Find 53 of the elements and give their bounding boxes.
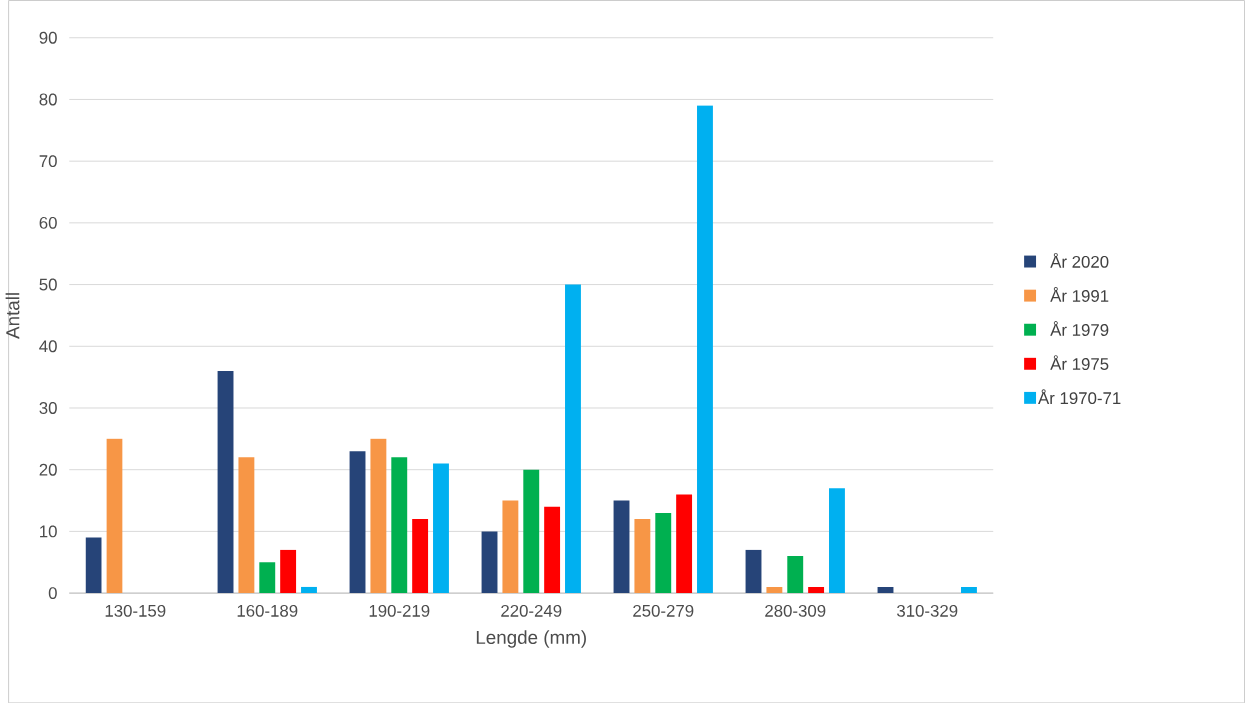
- bar: [766, 586, 783, 593]
- bar: [502, 500, 519, 593]
- bar: [877, 586, 894, 593]
- y-tick-label: 20: [39, 463, 57, 476]
- y-tick-label: 70: [39, 155, 57, 167]
- bar: [961, 586, 977, 593]
- bar: [745, 549, 762, 593]
- bar: [301, 586, 317, 593]
- legend-label: År 1979: [1050, 320, 1109, 336]
- legend-label: År 1970-71: [1038, 389, 1121, 404]
- y-tick-label: 50: [39, 278, 57, 291]
- x-tick-label: 280-309: [765, 604, 826, 617]
- bar: [655, 512, 672, 593]
- y-tick-label: 30: [39, 401, 57, 414]
- bar: [613, 500, 630, 593]
- y-tick-label: 80: [39, 93, 57, 106]
- y-axis-title: Antall: [5, 292, 20, 339]
- legend-label: År 1991: [1050, 286, 1109, 302]
- bar: [349, 451, 366, 593]
- bar: [829, 488, 845, 593]
- bar: [217, 370, 234, 593]
- bar: [280, 549, 297, 593]
- y-tick-label: 10: [40, 525, 57, 538]
- bar: [259, 562, 276, 593]
- x-tick-label: 130-159: [105, 604, 166, 617]
- x-axis-title: Lengde (mm): [476, 630, 586, 648]
- bar: [412, 518, 429, 593]
- y-tick-label: 0: [48, 586, 57, 599]
- bar: [106, 438, 123, 593]
- x-tick-label: 160-189: [237, 604, 298, 617]
- y-tick-label: 40: [39, 340, 57, 353]
- bar: [787, 555, 804, 593]
- bar: [391, 457, 408, 593]
- bar: [481, 531, 498, 593]
- bar: [544, 506, 561, 593]
- bar: [370, 438, 387, 593]
- bar: [697, 105, 713, 593]
- bar: [565, 284, 581, 593]
- bar: [433, 463, 449, 593]
- bar: [634, 518, 651, 593]
- legend-label: År 2020: [1050, 252, 1109, 268]
- bar: [808, 586, 825, 593]
- x-tick-label: 220-249: [501, 604, 562, 617]
- y-tick-label: 60: [39, 216, 57, 229]
- x-tick-label: 310-329: [896, 604, 958, 617]
- x-tick-label: 190-219: [369, 604, 430, 617]
- bar: [238, 457, 255, 593]
- x-tick-label: 250-279: [633, 604, 694, 617]
- bar: [523, 469, 540, 593]
- y-tick-label: 90: [39, 31, 57, 44]
- legend-label: År 1975: [1050, 355, 1109, 370]
- bar: [676, 494, 693, 593]
- bar: [85, 537, 102, 593]
